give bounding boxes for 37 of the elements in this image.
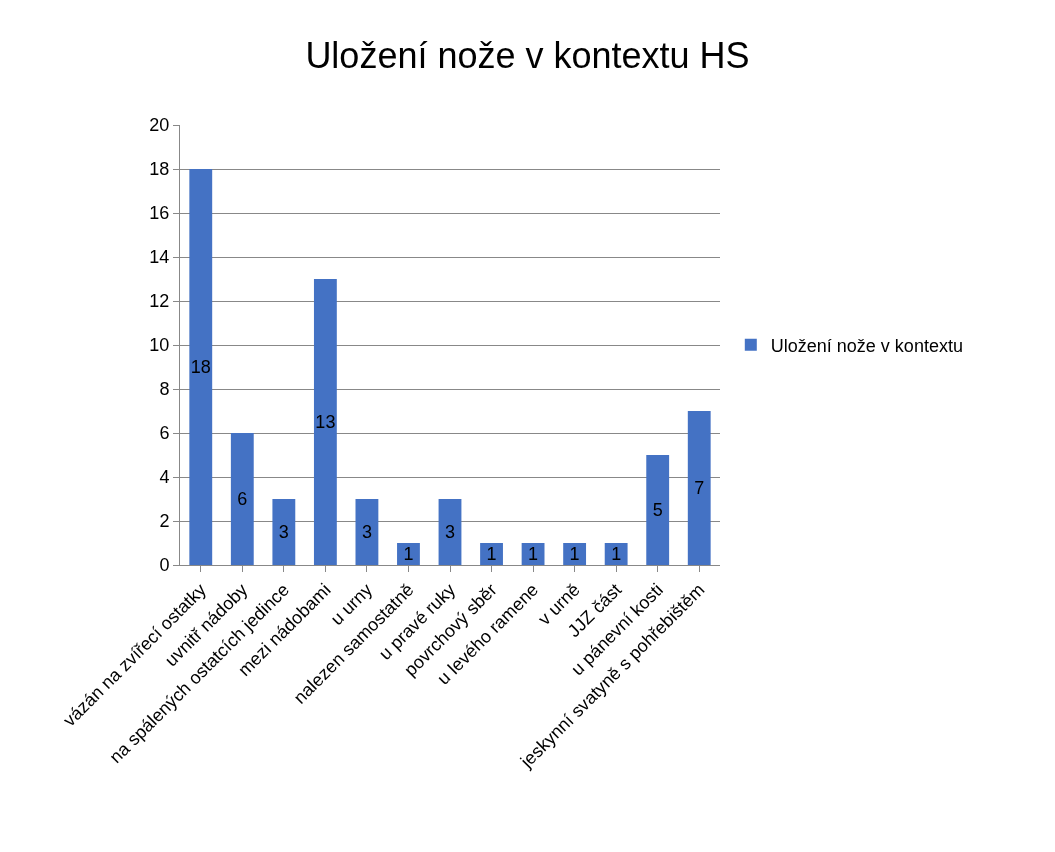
- y-tick-label: 4: [159, 467, 170, 488]
- y-tick-label: 10: [149, 335, 170, 356]
- y-tick-label: 20: [149, 115, 170, 136]
- data-label: 1: [528, 544, 539, 564]
- bar: [189, 169, 213, 565]
- data-label: 3: [444, 522, 456, 542]
- data-label: 3: [278, 522, 289, 542]
- bar: [480, 543, 503, 565]
- bar: [687, 411, 711, 565]
- chart-title: Uložení nože v kontextu HS: [305, 34, 750, 76]
- data-label: 1: [611, 544, 622, 564]
- y-tick-label: 12: [149, 291, 170, 312]
- bar: [646, 455, 670, 565]
- data-label: 1: [403, 544, 414, 564]
- data-label: 1: [569, 544, 580, 564]
- y-tick-label: 2: [159, 511, 170, 532]
- y-tick-label: 8: [159, 379, 170, 400]
- data-label: 18: [190, 357, 211, 377]
- data-label: 5: [652, 500, 663, 520]
- bar: [355, 499, 379, 565]
- data-label: 1: [486, 544, 497, 564]
- y-tick-label: 18: [149, 159, 170, 180]
- bar: [397, 543, 420, 565]
- data-label: 3: [361, 522, 372, 542]
- y-tick-label: 0: [159, 555, 170, 576]
- bar: [230, 433, 254, 565]
- legend-label: Uložení nože v kontextu: [770, 335, 963, 356]
- data-label: 6: [237, 489, 248, 509]
- data-label: 13: [315, 412, 336, 432]
- bar: [272, 499, 296, 565]
- y-tick-label: 6: [159, 423, 170, 444]
- y-tick-label: 14: [149, 247, 170, 268]
- bar: [313, 279, 337, 565]
- bar: [563, 543, 587, 565]
- y-tick-label: 16: [149, 203, 170, 224]
- bar: [438, 499, 462, 565]
- data-label: 7: [694, 478, 705, 498]
